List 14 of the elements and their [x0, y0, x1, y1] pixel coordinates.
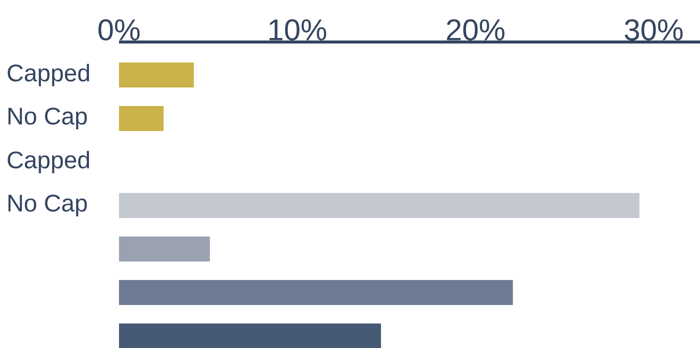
bar	[119, 106, 164, 132]
y-tick-label: Capped	[8, 150, 90, 174]
x-tick-label: 30%	[624, 19, 683, 40]
bar	[119, 323, 381, 348]
bar	[119, 280, 513, 305]
y-tick-label: Capped	[8, 64, 90, 86]
y-tick-label: No Cap	[8, 108, 87, 130]
bar	[119, 236, 210, 262]
bar	[119, 193, 640, 218]
x-tick-label: 10%	[269, 19, 326, 40]
y-tick-label: No Cap	[8, 194, 87, 216]
x-tick-label: 20%	[446, 19, 504, 40]
x-tick-label: 0%	[98, 19, 140, 40]
bar	[119, 62, 194, 88]
